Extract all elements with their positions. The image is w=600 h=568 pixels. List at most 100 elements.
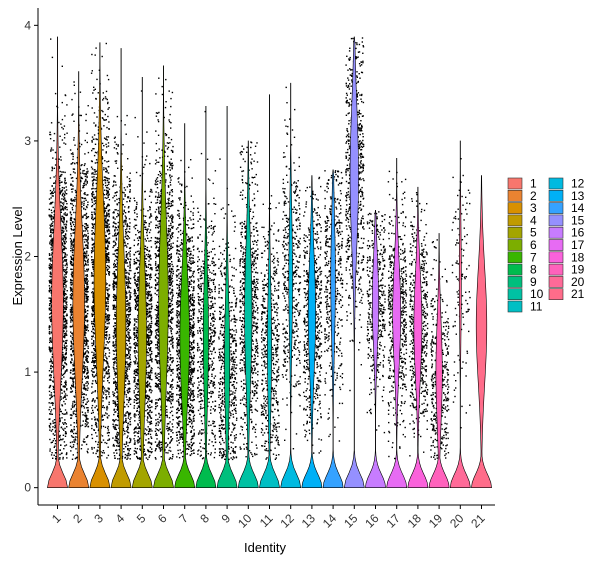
point-4 bbox=[124, 189, 127, 191]
point-2 bbox=[85, 382, 87, 384]
point-2 bbox=[85, 244, 87, 246]
point-4 bbox=[124, 415, 126, 417]
point-1 bbox=[50, 309, 52, 312]
point-3 bbox=[105, 394, 107, 396]
point-3 bbox=[93, 203, 95, 205]
point-2 bbox=[72, 168, 75, 170]
point-2 bbox=[87, 291, 89, 293]
point-2 bbox=[86, 230, 89, 232]
point-1 bbox=[48, 346, 50, 348]
point-1 bbox=[48, 258, 50, 260]
point-1 bbox=[60, 211, 62, 213]
point-3 bbox=[92, 371, 94, 373]
point-2 bbox=[84, 139, 86, 142]
point-4 bbox=[127, 427, 129, 429]
point-4 bbox=[113, 195, 115, 197]
point-3 bbox=[94, 345, 97, 347]
point-2 bbox=[85, 173, 87, 175]
point-3 bbox=[108, 296, 110, 298]
point-1 bbox=[50, 216, 52, 218]
point-3 bbox=[108, 387, 110, 390]
point-3 bbox=[97, 132, 100, 135]
point-4 bbox=[113, 420, 115, 423]
point-1 bbox=[52, 426, 54, 428]
point-2 bbox=[79, 91, 82, 93]
point-1 bbox=[63, 386, 66, 388]
point-1 bbox=[63, 292, 65, 295]
point-2 bbox=[73, 81, 75, 83]
point-2 bbox=[85, 356, 87, 358]
point-3 bbox=[102, 385, 104, 388]
point-3 bbox=[108, 181, 110, 183]
point-1 bbox=[54, 164, 57, 166]
point-3 bbox=[107, 370, 109, 372]
point-3 bbox=[93, 305, 95, 307]
point-1 bbox=[60, 159, 62, 161]
point-2 bbox=[87, 286, 89, 288]
point-2 bbox=[72, 221, 74, 224]
point-3 bbox=[103, 393, 105, 395]
point-2 bbox=[86, 176, 88, 179]
point-2 bbox=[87, 305, 89, 307]
point-3 bbox=[91, 195, 94, 198]
point-3 bbox=[95, 382, 98, 384]
point-3 bbox=[95, 425, 98, 427]
point-2 bbox=[87, 324, 89, 326]
point-2 bbox=[73, 395, 75, 397]
point-3 bbox=[91, 259, 93, 261]
point-2 bbox=[83, 169, 85, 172]
point-1 bbox=[66, 411, 68, 414]
point-1 bbox=[64, 274, 66, 276]
point-1 bbox=[50, 203, 52, 205]
point-1 bbox=[64, 362, 66, 364]
point-1 bbox=[53, 422, 55, 424]
point-2 bbox=[85, 184, 87, 186]
point-2 bbox=[72, 351, 74, 353]
point-3 bbox=[105, 119, 107, 121]
point-2 bbox=[70, 342, 73, 344]
point-1 bbox=[58, 165, 60, 168]
point-2 bbox=[74, 403, 76, 406]
point-4 bbox=[127, 196, 129, 198]
point-3 bbox=[93, 176, 95, 178]
point-2 bbox=[84, 223, 86, 225]
point-3 bbox=[105, 242, 108, 244]
point-1 bbox=[59, 434, 61, 437]
point-1 bbox=[64, 386, 67, 388]
point-3 bbox=[91, 198, 93, 200]
point-1 bbox=[51, 168, 54, 170]
point-2 bbox=[74, 401, 76, 403]
point-2 bbox=[87, 448, 89, 450]
point-1 bbox=[50, 340, 52, 342]
point-3 bbox=[105, 336, 107, 339]
point-1 bbox=[61, 242, 64, 245]
point-3 bbox=[92, 328, 94, 330]
point-2 bbox=[86, 206, 88, 209]
point-1 bbox=[63, 335, 66, 338]
point-1 bbox=[63, 390, 65, 392]
point-4 bbox=[124, 241, 126, 243]
point-1 bbox=[50, 358, 52, 360]
point-1 bbox=[64, 409, 67, 411]
point-2 bbox=[70, 153, 73, 155]
point-4 bbox=[128, 412, 130, 415]
point-1 bbox=[59, 182, 61, 184]
point-2 bbox=[80, 143, 83, 146]
point-1 bbox=[62, 257, 65, 259]
point-2 bbox=[70, 321, 72, 323]
point-3 bbox=[93, 360, 95, 363]
point-2 bbox=[70, 362, 72, 364]
point-4 bbox=[124, 219, 126, 221]
point-2 bbox=[86, 389, 89, 391]
point-1 bbox=[62, 327, 65, 330]
point-1 bbox=[52, 402, 54, 404]
point-3 bbox=[93, 362, 95, 364]
point-2 bbox=[85, 436, 88, 439]
point-1 bbox=[52, 404, 54, 406]
point-2 bbox=[85, 316, 88, 318]
point-1 bbox=[50, 441, 52, 444]
point-1 bbox=[49, 279, 52, 281]
point-3 bbox=[106, 179, 109, 182]
point-3 bbox=[104, 321, 107, 323]
point-2 bbox=[85, 341, 88, 344]
